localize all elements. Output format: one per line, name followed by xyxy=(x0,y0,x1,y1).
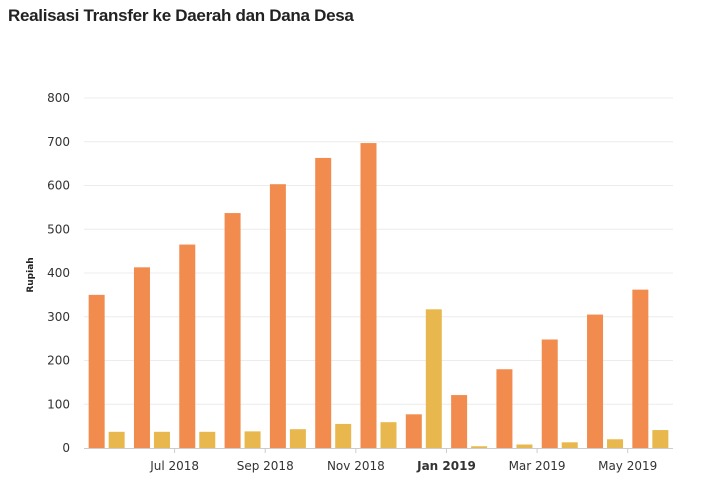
x-tick-label: Mar 2019 xyxy=(509,459,566,473)
bar-series-2 xyxy=(652,430,669,448)
gridlines xyxy=(84,97,673,405)
bar-series-1 xyxy=(405,414,422,448)
bar-series-2 xyxy=(244,431,261,448)
bar-series-1 xyxy=(88,294,105,448)
y-tick-label: 0 xyxy=(62,441,70,455)
chart-title: Realisasi Transfer ke Daerah dan Dana De… xyxy=(8,6,354,25)
x-tick-label: May 2019 xyxy=(598,459,657,473)
bar-series-1 xyxy=(269,184,286,448)
bar-series-1 xyxy=(224,213,241,448)
bar-series-1 xyxy=(133,267,150,448)
bar-series-2 xyxy=(561,442,578,448)
bar-series-1 xyxy=(360,143,377,448)
bars xyxy=(88,143,669,448)
y-tick-label: 600 xyxy=(47,179,70,193)
bar-series-1 xyxy=(179,244,196,448)
y-axis-label: Rupiah xyxy=(26,257,36,292)
y-tick-label: 200 xyxy=(47,354,70,368)
bar-series-2 xyxy=(425,309,442,448)
bar-series-2 xyxy=(471,446,488,448)
x-tick-label: Sep 2018 xyxy=(237,459,294,473)
bar-series-1 xyxy=(451,395,468,448)
bar-series-1 xyxy=(315,157,332,448)
y-tick-label: 400 xyxy=(47,266,70,280)
bar-series-1 xyxy=(541,339,558,448)
bar-series-2 xyxy=(108,431,125,448)
bar-series-2 xyxy=(335,423,352,448)
bar-series-1 xyxy=(587,314,604,448)
bar-series-2 xyxy=(153,431,170,448)
bar-series-1 xyxy=(496,369,513,448)
y-tick-label: 800 xyxy=(47,91,70,105)
y-tick-label: 100 xyxy=(47,397,70,411)
y-tick-label: 300 xyxy=(47,310,70,324)
bar-series-1 xyxy=(632,289,649,448)
bar-series-2 xyxy=(199,431,216,448)
y-tick-label: 500 xyxy=(47,222,70,236)
bar-series-2 xyxy=(607,439,624,448)
x-tick-label: Nov 2018 xyxy=(327,459,385,473)
x-tick-label: Jul 2018 xyxy=(149,459,199,473)
bar-series-2 xyxy=(289,429,306,448)
bar-series-2 xyxy=(516,444,533,448)
x-axis-ticks: Jul 2018 Sep 2018 Nov 2018 Jan 2019 Mar 2019… xyxy=(149,448,657,473)
x-tick-label: Jan 2019 xyxy=(416,459,476,473)
bar-series-2 xyxy=(380,422,397,448)
y-axis-ticks: 0 100 200 300 400 500 600 700 800 xyxy=(47,91,70,455)
y-tick-label: 700 xyxy=(47,135,70,149)
